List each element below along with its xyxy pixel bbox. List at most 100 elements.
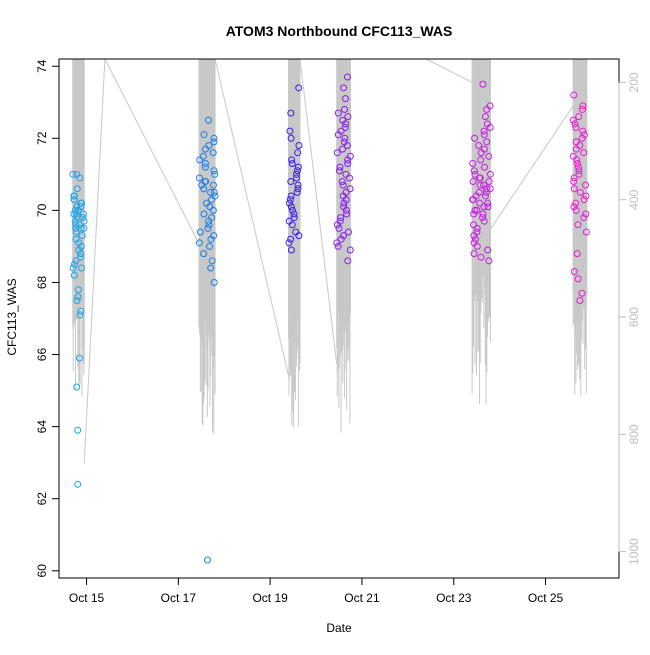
data-point <box>344 113 352 121</box>
data-point <box>341 105 349 113</box>
chart-title: ATOM3 Northbound CFC113_WAS <box>226 23 453 39</box>
secondary-tick-label: 800 <box>627 424 641 444</box>
data-point <box>484 246 492 254</box>
axes: Oct 15 Oct 17 Oct 19 Oct 21 Oct 23 Oct 25 60 62… <box>35 58 641 605</box>
data-point <box>342 196 350 204</box>
data-point <box>196 174 204 182</box>
data-point <box>74 426 82 434</box>
data-point <box>483 138 491 146</box>
data-point <box>481 113 489 121</box>
data-point <box>73 214 81 222</box>
data-point <box>76 174 84 182</box>
data-point <box>71 217 79 225</box>
data-point <box>333 221 341 229</box>
data-point <box>77 250 85 258</box>
data-point <box>72 224 80 232</box>
data-point <box>343 210 351 218</box>
data-point <box>340 84 348 92</box>
data-point <box>346 246 354 254</box>
data-point <box>333 149 341 157</box>
y-axis-label: CFC113_WAS <box>5 278 19 355</box>
altitude-transit-line <box>214 58 289 376</box>
data-point <box>200 210 208 218</box>
altitude-transit-line <box>299 58 338 365</box>
data-point <box>73 383 81 391</box>
data-point <box>196 156 204 164</box>
y-tick-label: 66 <box>35 348 49 362</box>
data-point <box>570 174 578 182</box>
data-point <box>469 178 477 186</box>
data-point <box>72 228 80 236</box>
data-point <box>574 163 582 171</box>
data-point <box>579 127 587 135</box>
data-point <box>479 210 487 218</box>
data-point <box>470 167 478 175</box>
data-point <box>580 131 588 139</box>
data-point <box>335 224 343 232</box>
data-point <box>569 152 577 160</box>
secondary-tick-label: 200 <box>627 72 641 92</box>
data-point <box>572 138 580 146</box>
data-point <box>77 242 85 250</box>
data-point <box>293 170 301 178</box>
y-tick-label: 64 <box>35 420 49 434</box>
data-point <box>200 185 208 193</box>
data-point <box>74 206 82 214</box>
data-point <box>288 221 296 229</box>
data-point <box>205 217 213 225</box>
data-point <box>287 134 295 142</box>
data-point <box>295 142 303 149</box>
data-point <box>287 235 295 243</box>
data-point <box>207 235 215 243</box>
data-point <box>344 160 352 168</box>
data-point <box>476 174 484 182</box>
data-point <box>573 160 581 168</box>
data-point <box>576 142 584 149</box>
data-point <box>483 105 491 113</box>
data-point <box>288 206 296 214</box>
data-point <box>576 296 584 304</box>
data-point <box>346 185 354 193</box>
data-point <box>485 152 493 160</box>
data-point <box>201 145 209 153</box>
data-point <box>208 257 216 265</box>
data-point <box>287 109 295 117</box>
data-point <box>580 214 588 222</box>
data-point <box>576 188 584 196</box>
data-point <box>570 178 578 186</box>
data-point <box>199 152 207 160</box>
data-point <box>201 160 209 168</box>
data-point <box>287 178 295 186</box>
data-point <box>77 199 85 207</box>
data-point <box>339 145 347 153</box>
data-point <box>75 221 83 229</box>
altitude-transit-line <box>425 58 473 83</box>
data-point <box>342 170 350 178</box>
data-point <box>334 242 342 250</box>
data-point <box>480 163 488 171</box>
data-point <box>476 199 484 207</box>
data-point <box>70 271 78 279</box>
data-point <box>334 131 342 139</box>
data-point <box>574 275 582 283</box>
data-point <box>287 192 295 200</box>
data-point <box>80 217 88 225</box>
data-point <box>207 264 215 272</box>
data-point <box>72 257 80 265</box>
data-point <box>573 250 581 258</box>
data-point <box>481 192 489 200</box>
data-point <box>480 203 488 211</box>
data-point <box>483 185 491 193</box>
data-point <box>345 174 353 182</box>
data-point <box>579 102 587 110</box>
data-point <box>209 181 217 189</box>
data-point <box>343 73 351 81</box>
x-axis-label: Date <box>326 621 352 635</box>
data-point <box>344 156 352 164</box>
data-point <box>210 188 218 196</box>
data-point <box>290 214 298 222</box>
data-point <box>73 203 81 211</box>
x-tick-label: Oct 19 <box>252 591 288 605</box>
data-point <box>477 156 485 164</box>
